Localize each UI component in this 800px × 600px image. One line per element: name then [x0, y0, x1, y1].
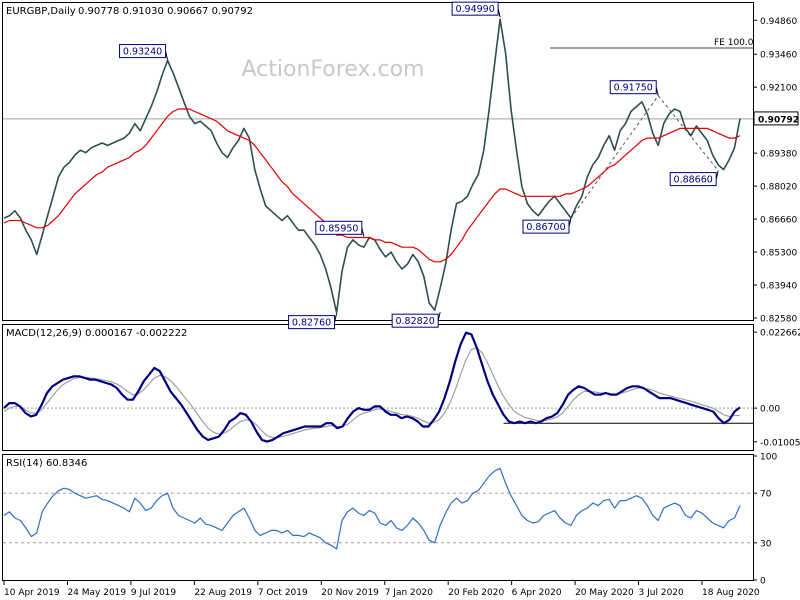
annotation-box-4	[451, 1, 499, 16]
price-y-tick-label-2: 0.92100	[760, 84, 797, 94]
trend-line-lower	[570, 95, 659, 219]
rsi-y-tick-label-2: 30	[760, 539, 772, 549]
price-y-tick-label-3: 0.89380	[760, 150, 797, 160]
rsi-header: RSI(14) 60.8346	[6, 458, 87, 469]
macd-y-tick-label-1: 0.00	[760, 405, 780, 415]
annotation-label-1: 0.82760	[292, 318, 331, 329]
rsi-y-tick-label-1: 70	[760, 490, 772, 500]
annotation-box-0	[119, 44, 167, 59]
annotation-box-7	[669, 172, 717, 187]
x-tick-label-2: 9 Jul 2019	[131, 588, 176, 598]
price-y-tick-label-5: 0.86660	[760, 216, 797, 226]
watermark: ActionForex.com	[242, 57, 425, 82]
price-y-tick-label-0: 0.94860	[760, 17, 797, 27]
fe-100-label: FE 100.0	[714, 38, 754, 48]
rsi-plot: 100 70 30 0	[3, 453, 777, 587]
x-tick-label-9: 20 May 2020	[575, 588, 634, 598]
annotation-box-2	[315, 220, 363, 235]
price-panel-frame	[2, 2, 754, 321]
price-plot: FE 100.0 0.94860 0.93460 0.92100 0.89380 0.88…	[3, 1, 799, 330]
annotation-label-4: 0.94990	[455, 4, 494, 15]
price-y-tick-label-4: 0.88020	[760, 183, 797, 193]
price-y-tick-label-7: 0.83940	[760, 282, 797, 292]
price-y-tick-label-8: 0.82580	[760, 315, 797, 325]
x-tick-label-4: 7 Oct 2019	[258, 588, 308, 598]
annotation-box-5	[522, 219, 570, 234]
x-tick-label-3: 22 Aug 2019	[194, 588, 252, 598]
macd-y-tick-label-0: 0.022662	[760, 329, 800, 339]
x-tick-label-11: 18 Aug 2020	[702, 588, 760, 598]
x-tick-label-7: 20 Feb 2020	[448, 588, 504, 598]
price-y-tick-label-1: 0.93460	[760, 51, 797, 61]
x-tick-label-0: 10 Apr 2019	[4, 588, 60, 598]
price-header-symbol: EURGBP,Daily	[6, 6, 76, 17]
annotation-label-7: 0.88660	[674, 175, 713, 186]
x-tick-label-10: 3 Jul 2020	[639, 588, 684, 598]
last-price-tag	[753, 111, 799, 126]
rsi-y-tick-label-0: 100	[760, 453, 777, 463]
macd-header: MACD(12,26,9) 0.000167 -0.002222	[6, 328, 187, 339]
macd-series	[3, 331, 741, 443]
time-axis: 10 Apr 2019 24 May 2019 9 Jul 2019 22 Aug 2…	[3, 581, 760, 598]
annotation-label-0: 0.93240	[123, 47, 162, 58]
last-price-tag-label: 0.90792	[758, 115, 799, 125]
annotation-box-6	[609, 80, 657, 95]
moving-average-series	[3, 108, 741, 263]
annotation-label-2: 0.85950	[319, 223, 358, 234]
annotation-label-3: 0.82820	[395, 316, 434, 327]
price-header-ohlc: 0.90778 0.91030 0.90667 0.90792	[78, 6, 253, 17]
rsi-panel-frame	[2, 454, 754, 581]
rsi-series	[3, 467, 741, 550]
price-y-tick-label-6: 0.85300	[760, 249, 797, 259]
x-tick-label-5: 20 Nov 2019	[321, 588, 379, 598]
macd-plot: 0.022662 0.00 -0.010052	[3, 329, 800, 448]
x-tick-label-6: 7 Jan 2020	[385, 588, 433, 598]
x-tick-label-8: 6 Apr 2020	[512, 588, 562, 598]
x-tick-label-1: 24 May 2019	[67, 588, 126, 598]
annotation-box-1	[288, 315, 336, 330]
rsi-y-tick-label-3: 0	[760, 577, 766, 587]
annotation-box-3	[391, 313, 439, 328]
trend-line-upper	[657, 95, 719, 171]
annotation-label-5: 0.86700	[526, 222, 565, 233]
annotation-label-6: 0.91750	[614, 83, 653, 94]
macd-y-tick-label-2: -0.010052	[760, 438, 800, 448]
